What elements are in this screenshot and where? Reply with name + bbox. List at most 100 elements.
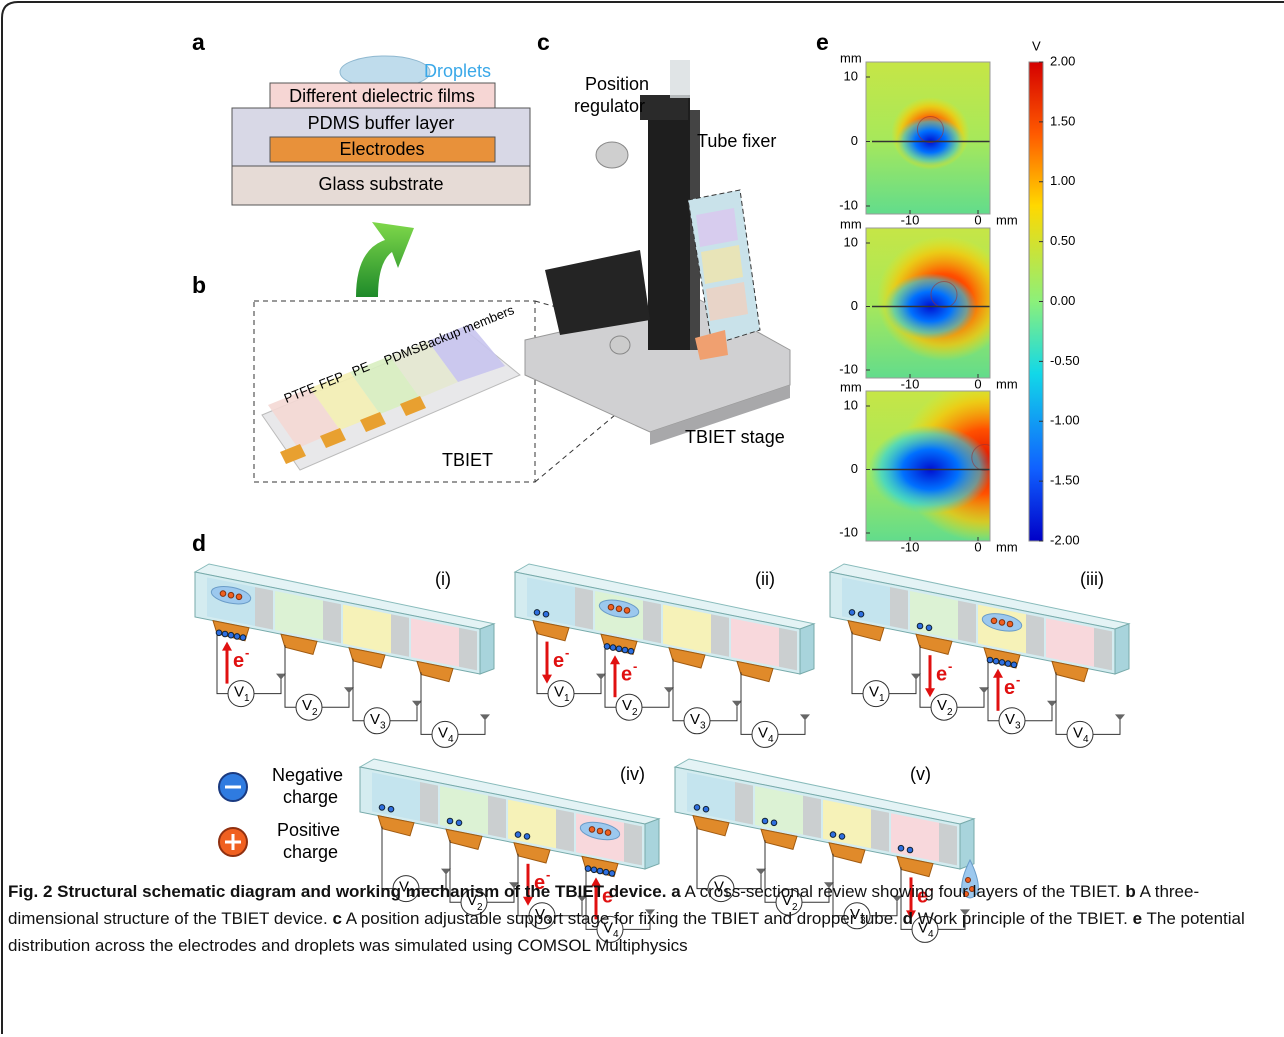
voltmeter-index: 1: [564, 693, 570, 704]
negative-charge: [694, 805, 700, 811]
x-tick-label: -10: [901, 376, 920, 391]
y-tick-label: -10: [839, 524, 858, 539]
divider: [488, 796, 506, 839]
callout: regulator: [574, 96, 645, 116]
ground: [1115, 714, 1125, 720]
electron-charge: -: [948, 659, 952, 674]
negative-charge: [1005, 661, 1011, 667]
caption-part-text: A cross-sectional review showing four la…: [684, 882, 1120, 901]
caption-part-label: a: [671, 882, 680, 901]
negative-charge: [222, 631, 228, 637]
negative-charge: [543, 611, 549, 617]
negative-charge: [703, 806, 709, 812]
divider: [779, 628, 797, 671]
colorbar-tick-label: 0.50: [1050, 233, 1075, 248]
electron-symbol: e: [233, 650, 244, 672]
layer-label: PDMS buffer layer: [308, 113, 455, 133]
negative-charge: [515, 832, 521, 838]
voltmeter-index: 2: [312, 707, 318, 718]
colorbar-tick-label: -1.00: [1050, 413, 1080, 428]
negative-charge: [762, 818, 768, 824]
voltmeter-symbol: V: [554, 684, 564, 701]
voltmeter-index: 2: [632, 707, 638, 718]
divider: [391, 614, 409, 657]
divider: [420, 782, 438, 825]
voltmeter-symbol: V: [690, 711, 700, 728]
negative-charge: [926, 625, 932, 631]
voltmeter-symbol: V: [234, 684, 244, 701]
layer-label: Electrodes: [339, 139, 424, 159]
negative-charge: [849, 610, 855, 616]
positive-charge: [608, 604, 614, 610]
negative-charge: [388, 806, 394, 812]
electron-symbol: e: [621, 663, 632, 685]
axis-unit: mm: [996, 539, 1018, 554]
negative-charge: [585, 866, 591, 872]
divider: [624, 823, 642, 866]
voltmeter-symbol: V: [370, 711, 380, 728]
voltmeter-symbol: V: [438, 724, 448, 741]
colorbar-tick-label: 0.00: [1050, 293, 1075, 308]
arrow-head: [925, 688, 935, 697]
voltmeter-index: 4: [768, 734, 774, 745]
y-tick-label: 0: [851, 298, 858, 313]
negative-charge: [1011, 662, 1017, 668]
voltmeter-symbol: V: [869, 684, 879, 701]
voltmeter-index: 1: [879, 693, 885, 704]
negative-charge: [228, 632, 234, 638]
positive-charge: [220, 591, 226, 597]
voltmeter-index: 3: [700, 720, 706, 731]
colorbar-tick-label: -0.50: [1050, 353, 1080, 368]
axis-unit: mm: [840, 379, 862, 394]
electron-charge: -: [1016, 672, 1020, 687]
divider: [643, 601, 661, 644]
positive-charge: [236, 594, 242, 600]
negative-charge: [917, 623, 923, 629]
panel-label: d: [192, 530, 206, 556]
divider: [890, 587, 908, 630]
negative-charge: [907, 847, 913, 853]
negative-charge: [622, 647, 628, 653]
strip-end: [800, 624, 814, 674]
caption-part-text: A position adjustable support stage for …: [346, 909, 898, 928]
negative-charge: [524, 834, 530, 840]
divider: [556, 809, 574, 852]
x-tick-label: 0: [974, 376, 981, 391]
divider: [575, 587, 593, 630]
colorbar-tick-label: -2.00: [1050, 532, 1080, 547]
axis-unit: mm: [840, 216, 862, 231]
negative-charge: [839, 834, 845, 840]
colorbar-tick-label: -1.50: [1050, 473, 1080, 488]
negative-charge: [999, 660, 1005, 666]
negative-charge: [379, 805, 385, 811]
divider: [803, 796, 821, 839]
legend-label: charge: [283, 842, 338, 862]
positive-charge: [589, 827, 595, 833]
voltmeter-index: 4: [1083, 734, 1089, 745]
negative-charge: [858, 611, 864, 617]
positive-charge: [999, 620, 1005, 626]
strip-end: [645, 819, 659, 869]
negative-charge: [616, 646, 622, 652]
negative-charge: [597, 868, 603, 874]
stage-photo: [525, 60, 790, 445]
voltmeter-symbol: V: [1005, 711, 1015, 728]
x-tick-label: 0: [974, 539, 981, 554]
positive-charge: [1007, 621, 1013, 627]
electron-charge: -: [245, 645, 249, 660]
voltmeter-index: 3: [1015, 720, 1021, 731]
negative-charge: [628, 648, 634, 654]
caption-part-label: d: [903, 909, 913, 928]
y-tick-label: 0: [851, 461, 858, 476]
x-tick-label: -10: [901, 539, 920, 554]
voltmeter-index: 1: [244, 693, 250, 704]
voltmeter-index: 2: [947, 707, 953, 718]
strip-end: [960, 819, 974, 869]
positive-charge: [624, 608, 630, 614]
panel-label: b: [192, 272, 206, 298]
page: {"panel_labels":{"a":"a","b":"b","c":"c"…: [0, 0, 1284, 1037]
electron-symbol: e: [936, 663, 947, 685]
divider: [323, 601, 341, 644]
negative-charge: [604, 644, 610, 650]
ground: [480, 714, 490, 720]
